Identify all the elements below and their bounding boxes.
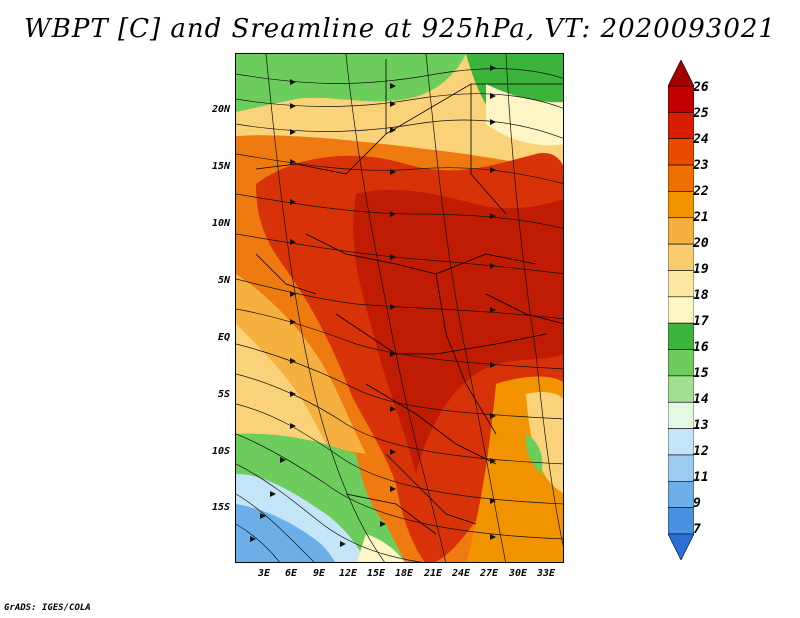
colorbar-label-24: 24 bbox=[693, 132, 709, 147]
colorbar-segment bbox=[668, 480, 694, 508]
lon-label-27e: 27E bbox=[479, 568, 499, 579]
colorbar-label-14: 14 bbox=[693, 392, 709, 407]
colorbar-label-21: 21 bbox=[693, 210, 709, 225]
colorbar bbox=[668, 60, 694, 560]
colorbar-label-15: 15 bbox=[693, 366, 709, 381]
map-panel bbox=[235, 53, 564, 563]
colorbar-label-25: 25 bbox=[693, 106, 709, 121]
lon-label-33e: 33E bbox=[536, 568, 556, 579]
lon-label-24e: 24E bbox=[451, 568, 471, 579]
colorbar-segment bbox=[668, 454, 694, 482]
colorbar-segment bbox=[668, 164, 694, 192]
field-west-yellow bbox=[236, 324, 326, 444]
lat-label-5n: 5N bbox=[217, 275, 230, 286]
colorbar-label-22: 22 bbox=[693, 184, 709, 199]
lon-label-12e: 12E bbox=[338, 568, 358, 579]
lat-label-15n: 15N bbox=[211, 161, 230, 172]
lon-label-21e: 21E bbox=[423, 568, 443, 579]
colorbar-bottom-triangle bbox=[668, 533, 694, 560]
colorbar-segment bbox=[668, 296, 694, 324]
colorbar-segment bbox=[668, 217, 694, 245]
colorbar-top-triangle bbox=[668, 60, 694, 87]
streamlines bbox=[236, 54, 563, 562]
lon-label-6e: 6E bbox=[284, 568, 298, 579]
colorbar-segment bbox=[668, 401, 694, 429]
colorbar-segment bbox=[668, 243, 694, 271]
colorbar-label-19: 19 bbox=[693, 262, 709, 277]
colorbar-segment bbox=[668, 112, 694, 140]
field-south-cream bbox=[356, 534, 405, 562]
colorbar-label-13: 13 bbox=[693, 418, 709, 433]
lon-label-15e: 15E bbox=[366, 568, 386, 579]
colorbar-label-7: 7 bbox=[693, 522, 701, 537]
colorbar-label-12: 12 bbox=[693, 444, 709, 459]
country-borders bbox=[255, 59, 563, 535]
lat-label-10n: 10N bbox=[211, 218, 230, 229]
lat-label-20n: 20N bbox=[211, 104, 230, 115]
credit-text: GrADS: IGES/COLA bbox=[4, 603, 91, 613]
colorbar-segment bbox=[668, 270, 694, 298]
colorbar-segment bbox=[668, 349, 694, 377]
colorbar-segment bbox=[668, 85, 694, 113]
colorbar-segment bbox=[668, 375, 694, 403]
lat-label-15s: 15S bbox=[211, 502, 230, 513]
lon-label-9e: 9E bbox=[312, 568, 326, 579]
field-core-darkred bbox=[353, 189, 563, 474]
colorbar-label-9: 9 bbox=[693, 496, 701, 511]
lon-label-30e: 30E bbox=[508, 568, 528, 579]
colorbar-segment bbox=[668, 138, 694, 166]
colorbar-label-11: 11 bbox=[693, 470, 709, 485]
colorbar-label-17: 17 bbox=[693, 314, 709, 329]
colorbar-segment bbox=[668, 191, 694, 219]
lat-label-eq: EQ bbox=[217, 332, 230, 343]
lat-label-5s: 5S bbox=[217, 389, 230, 400]
streamline-arrows bbox=[250, 65, 496, 547]
lat-label-10s: 10S bbox=[211, 446, 230, 457]
colorbar-label-23: 23 bbox=[693, 158, 709, 173]
lon-label-3e: 3E bbox=[257, 568, 271, 579]
colorbar-segment bbox=[668, 507, 694, 535]
map-title: WBPT [C] and Sreamline at 925hPa, VT: 20… bbox=[24, 14, 776, 44]
colorbar-segment bbox=[668, 428, 694, 456]
field-lake-green bbox=[525, 434, 543, 474]
colorbar-label-18: 18 bbox=[693, 288, 709, 303]
colorbar-segment bbox=[668, 322, 694, 350]
colorbar-label-16: 16 bbox=[693, 340, 709, 355]
colorbar-label-26: 26 bbox=[693, 80, 709, 95]
colorbar-label-20: 20 bbox=[693, 236, 709, 251]
wbpt-map bbox=[236, 54, 563, 562]
field-band-northeast-cream bbox=[486, 84, 563, 146]
lon-label-18e: 18E bbox=[394, 568, 414, 579]
